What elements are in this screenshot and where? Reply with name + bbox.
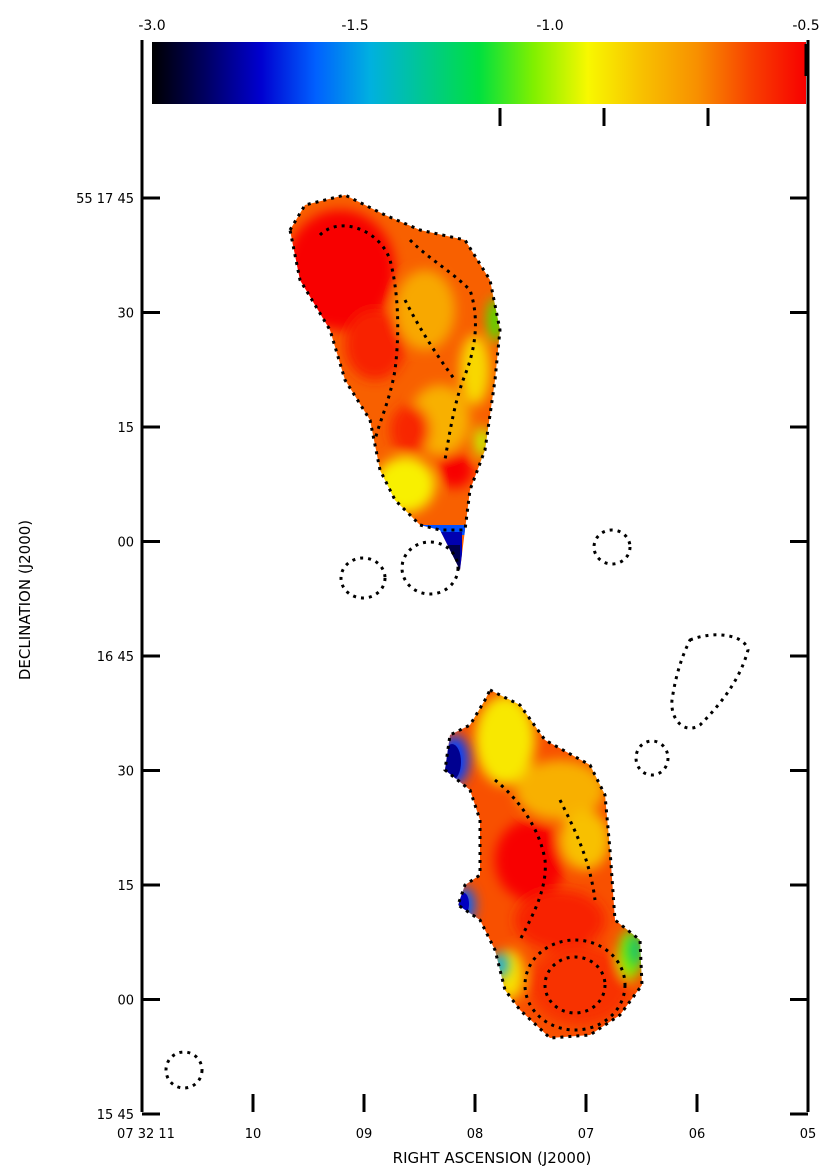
colorbar: -3.0 -1.5 -1.0 -0.5 xyxy=(138,18,820,126)
colorbar-tick-label: -3.0 xyxy=(138,18,165,34)
x-axis-label: RIGHT ASCENSION (J2000) xyxy=(393,1149,592,1167)
x-axis-tick-label: 05 xyxy=(800,1127,817,1142)
x-axis-tick-labels: 07 32 11 10 09 08 07 06 05 xyxy=(117,1127,816,1142)
y-axis-tick-label: 30 xyxy=(117,765,134,780)
y-axis-tick-labels: 55 17 45 30 15 00 16 45 30 15 00 15 45 xyxy=(76,192,134,1123)
x-axis-tick-label: 06 xyxy=(689,1127,706,1142)
colorbar-tick-labels: -3.0 -1.5 -1.0 -0.5 xyxy=(138,18,819,34)
y-axis-tick-label: 16 45 xyxy=(97,650,134,665)
x-axis-tick-label: 10 xyxy=(245,1127,262,1142)
y-axis-tick-label: 15 xyxy=(117,421,134,436)
colorbar-ticks xyxy=(498,44,808,126)
y-axis-tick-label: 55 17 45 xyxy=(76,192,134,207)
contours xyxy=(164,193,750,1090)
y-axis-tick-label: 00 xyxy=(117,536,134,551)
northern-lobe xyxy=(290,195,500,570)
y-axis-label: DECLINATION (J2000) xyxy=(16,520,34,680)
plot-frame xyxy=(140,40,810,1112)
colorbar-tick-label: -1.5 xyxy=(341,18,368,34)
colorbar-gradient xyxy=(152,42,806,104)
y-axis-tick-label: 30 xyxy=(117,307,134,322)
x-axis-tick-label: 07 xyxy=(578,1127,595,1142)
x-axis-ticks xyxy=(140,1094,810,1112)
y-axis-tick-label: 15 45 xyxy=(97,1108,134,1123)
y-axis-tick-label: 15 xyxy=(117,879,134,894)
colorbar-tick-label: -1.0 xyxy=(536,18,563,34)
y-axis-tick-label: 00 xyxy=(117,994,134,1009)
x-axis-tick-label: 09 xyxy=(356,1127,373,1142)
x-axis-tick-label: 08 xyxy=(467,1127,484,1142)
y-axis-ticks xyxy=(142,196,808,1116)
x-axis-tick-label: 07 32 11 xyxy=(117,1127,175,1142)
colorbar-tick-label: -0.5 xyxy=(792,18,819,34)
